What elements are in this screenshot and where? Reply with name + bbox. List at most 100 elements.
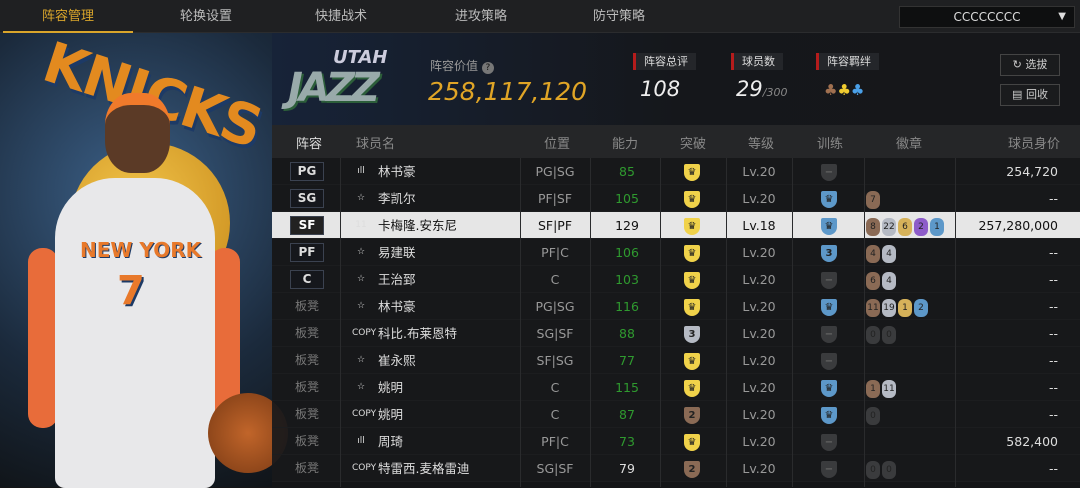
jersey-number: 7 [117, 268, 145, 314]
players-count: 29/300 [736, 77, 788, 101]
bond-label: 阵容羁绊 [816, 53, 879, 70]
help-icon[interactable]: ? [481, 62, 494, 74]
breakthrough[interactable]: 2 [682, 401, 702, 428]
badges[interactable]: 8 22 6 2 1 [866, 212, 946, 239]
training[interactable]: − [817, 158, 841, 185]
lineup-value: 258,117,120 [428, 77, 588, 106]
tab-lineup[interactable]: 阵容管理 [3, 0, 133, 33]
lineup-slot: 板凳 [294, 434, 319, 448]
training[interactable]: ♛ [817, 293, 841, 320]
player-name[interactable]: 姚明 [378, 407, 404, 422]
training[interactable]: − [817, 428, 841, 455]
badge: 2 [914, 298, 928, 317]
table-row[interactable]: 板凳 ☆ 崔永熙 SF|SG 77 ♛ Lv.20 − -- [272, 347, 1080, 374]
breakthrough[interactable]: ♛ [682, 158, 702, 185]
breakthrough[interactable]: ♛ [682, 266, 702, 293]
breakthrough[interactable]: 2 [682, 455, 702, 482]
player-name[interactable]: 易建联 [378, 245, 416, 260]
badge: 19 [882, 298, 896, 317]
training-level: 3 [821, 245, 837, 262]
player-position: PF|SF [537, 191, 573, 206]
breakthrough[interactable]: ♛ [682, 293, 702, 320]
training-locked-icon: − [821, 353, 837, 370]
player-name[interactable]: 林书豪 [378, 299, 416, 314]
player-name[interactable]: 林书豪 [378, 164, 416, 179]
tab-quick-tactics[interactable]: 快捷战术 [314, 9, 367, 24]
training[interactable]: ♛ [817, 374, 841, 401]
player-name[interactable]: 李凯尔 [378, 191, 416, 206]
table-row[interactable]: SG ☆ 李凯尔 PF|SF 105 ♛ Lv.20 ♛ 7 -- [272, 185, 1080, 212]
training[interactable]: − [817, 347, 841, 374]
player-level: Lv.20 [742, 164, 776, 179]
team-select[interactable]: CCCCCCCC ▼ [899, 6, 1075, 28]
player-ability: 88 [619, 326, 635, 341]
player-value: -- [1048, 326, 1058, 341]
player-name[interactable]: 崔永熙 [378, 353, 416, 368]
badges[interactable]: 11 19 1 2 [866, 293, 930, 320]
training[interactable]: − [817, 455, 841, 482]
lineup-slot: 板凳 [294, 380, 319, 394]
player-ability: 116 [615, 299, 639, 314]
arm-sleeve [28, 248, 58, 428]
tab-offense[interactable]: 进攻策略 [454, 9, 507, 24]
table-row[interactable]: SF 11 卡梅隆.安东尼 SF|PF 129 ♛ Lv.18 ♛ 8 22 6 2 1… [272, 212, 1080, 239]
lineup-slot: PF [290, 243, 324, 262]
crown-icon: ♛ [684, 245, 700, 262]
player-name[interactable]: 姚明 [378, 380, 404, 395]
training[interactable]: ♛ [817, 401, 841, 428]
player-value: 254,720 [1006, 164, 1058, 179]
table-row[interactable]: 板凳 ıll 周琦 PF|C 73 ♛ Lv.20 − 582,400 [272, 428, 1080, 455]
recycle-button[interactable]: ▤ 回收 [1000, 84, 1060, 106]
player-name[interactable]: 科比.布莱恩特 [378, 326, 457, 341]
column-divider [955, 158, 956, 487]
player-name[interactable]: 卡梅隆.安东尼 [378, 218, 457, 233]
breakthrough[interactable]: ♛ [682, 347, 702, 374]
breakthrough[interactable]: 3 [682, 320, 702, 347]
breakthrough[interactable]: ♛ [682, 212, 702, 239]
breakthrough[interactable]: ♛ [682, 428, 702, 455]
crown-icon: ♛ [684, 191, 700, 208]
badges[interactable]: 7 [866, 185, 882, 212]
player-level: Lv.20 [742, 407, 776, 422]
table-row[interactable]: 板凳 ☆ 姚明 C 115 ♛ Lv.20 ♛ 1 11 -- [272, 374, 1080, 401]
training[interactable]: 3 [817, 239, 841, 266]
player-type-star-icon: ☆ [356, 247, 366, 257]
column-divider [726, 158, 727, 487]
player-type-star-icon: ☆ [356, 382, 366, 392]
breakthrough[interactable]: ♛ [682, 374, 702, 401]
bond-icons[interactable]: ♣♣♣ [824, 81, 864, 99]
table-row[interactable]: 板凳 ☆ 林书豪 PG|SG 116 ♛ Lv.20 ♛ 11 19 1 2 -- [272, 293, 1080, 320]
badges[interactable]: 1 11 [866, 374, 898, 401]
player-ability: 79 [619, 461, 635, 476]
bond-icon-blue: ♣ [850, 81, 865, 99]
breakthrough[interactable]: ♛ [682, 185, 702, 212]
training-locked-icon: − [821, 164, 837, 181]
player-position: SG|SF [536, 326, 574, 341]
training[interactable]: − [817, 320, 841, 347]
training[interactable]: ♛ [817, 185, 841, 212]
draft-button[interactable]: ↻ 选拔 [1000, 54, 1060, 76]
training-locked-icon: − [821, 461, 837, 478]
player-name[interactable]: 特雷西.麦格雷迪 [378, 461, 470, 476]
breakthrough[interactable]: ♛ [682, 239, 702, 266]
player-ability: 85 [619, 164, 635, 179]
training[interactable]: − [817, 266, 841, 293]
player-name[interactable]: 周琦 [378, 434, 404, 449]
training[interactable]: ♛ [817, 212, 841, 239]
training-crown-icon: ♛ [821, 218, 837, 235]
badge: 1 [930, 217, 944, 236]
table-row[interactable]: 板凳 COPY 姚明 C 87 2 Lv.20 ♛ 0 -- [272, 401, 1080, 428]
player-name[interactable]: 王治郅 [378, 272, 416, 287]
tab-rotation[interactable]: 轮换设置 [179, 9, 232, 24]
table-row[interactable]: PG ıll 林书豪 PG|SG 85 ♛ Lv.20 − 254,720 [272, 158, 1080, 185]
badges[interactable]: 0 [866, 401, 882, 428]
tab-defense[interactable]: 防守策略 [592, 9, 645, 24]
